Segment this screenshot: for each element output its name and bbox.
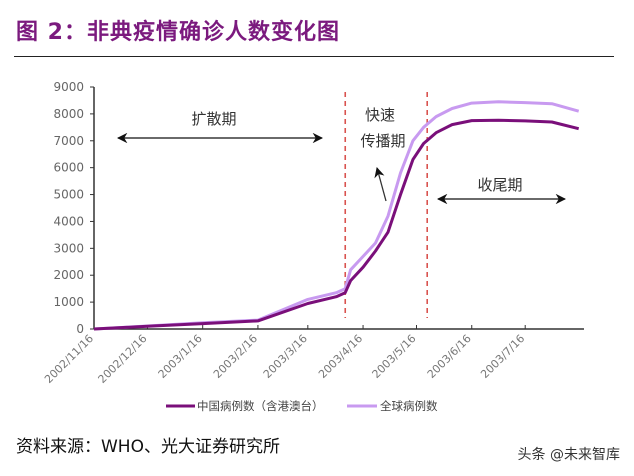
x-tick-label: 2003/4/16 <box>316 332 365 381</box>
x-tick-label: 2002/11/16 <box>42 332 96 386</box>
x-tick-label: 2003/5/16 <box>370 332 419 381</box>
watermark: 头条 @未来智库 <box>517 447 620 463</box>
x-tick-label: 2003/6/16 <box>425 332 474 381</box>
y-tick-label: 4000 <box>53 214 84 228</box>
x-tick-label: 2003/3/16 <box>261 332 310 381</box>
annotation-spread: 扩散期 <box>191 110 236 128</box>
rapid-arrow <box>374 166 387 202</box>
title-divider <box>14 56 614 57</box>
legend: 中国病例数（含港澳台） 全球病例数 <box>166 399 438 413</box>
y-tick-label: 0 <box>76 322 84 336</box>
y-tick-label: 2000 <box>53 268 84 282</box>
x-tick-label: 2003/2/16 <box>211 332 260 381</box>
legend-label-global: 全球病例数 <box>380 399 438 413</box>
y-tick-label: 5000 <box>53 188 84 202</box>
annotation-rapid-2: 传播期 <box>360 132 405 150</box>
x-tick-label: 2003/7/16 <box>478 332 527 381</box>
x-tick-label: 2002/12/16 <box>96 332 150 386</box>
y-tick-label: 6000 <box>53 161 84 175</box>
x-tick-label: 2003/1/16 <box>156 332 205 381</box>
series-line-china <box>93 118 580 331</box>
legend-label-china: 中国病例数（含港澳台） <box>197 399 324 413</box>
figure-title: 图 2：非典疫情确诊人数变化图 <box>16 20 340 45</box>
series-line-global <box>93 100 580 331</box>
y-tick-label: 3000 <box>53 241 84 255</box>
chart: 0 1000 2000 3000 4000 5000 6000 7000 8000 9000 200… <box>42 80 584 413</box>
y-tick-label: 8000 <box>53 107 84 121</box>
annotation-rapid-1: 快速 <box>365 106 395 124</box>
y-tick-label: 1000 <box>53 295 84 309</box>
annotation-tail: 收尾期 <box>477 176 522 194</box>
source-note: 资料来源：WHO、光大证券研究所 <box>16 437 280 457</box>
y-tick-label: 9000 <box>53 80 84 94</box>
y-tick-label: 7000 <box>53 134 84 148</box>
